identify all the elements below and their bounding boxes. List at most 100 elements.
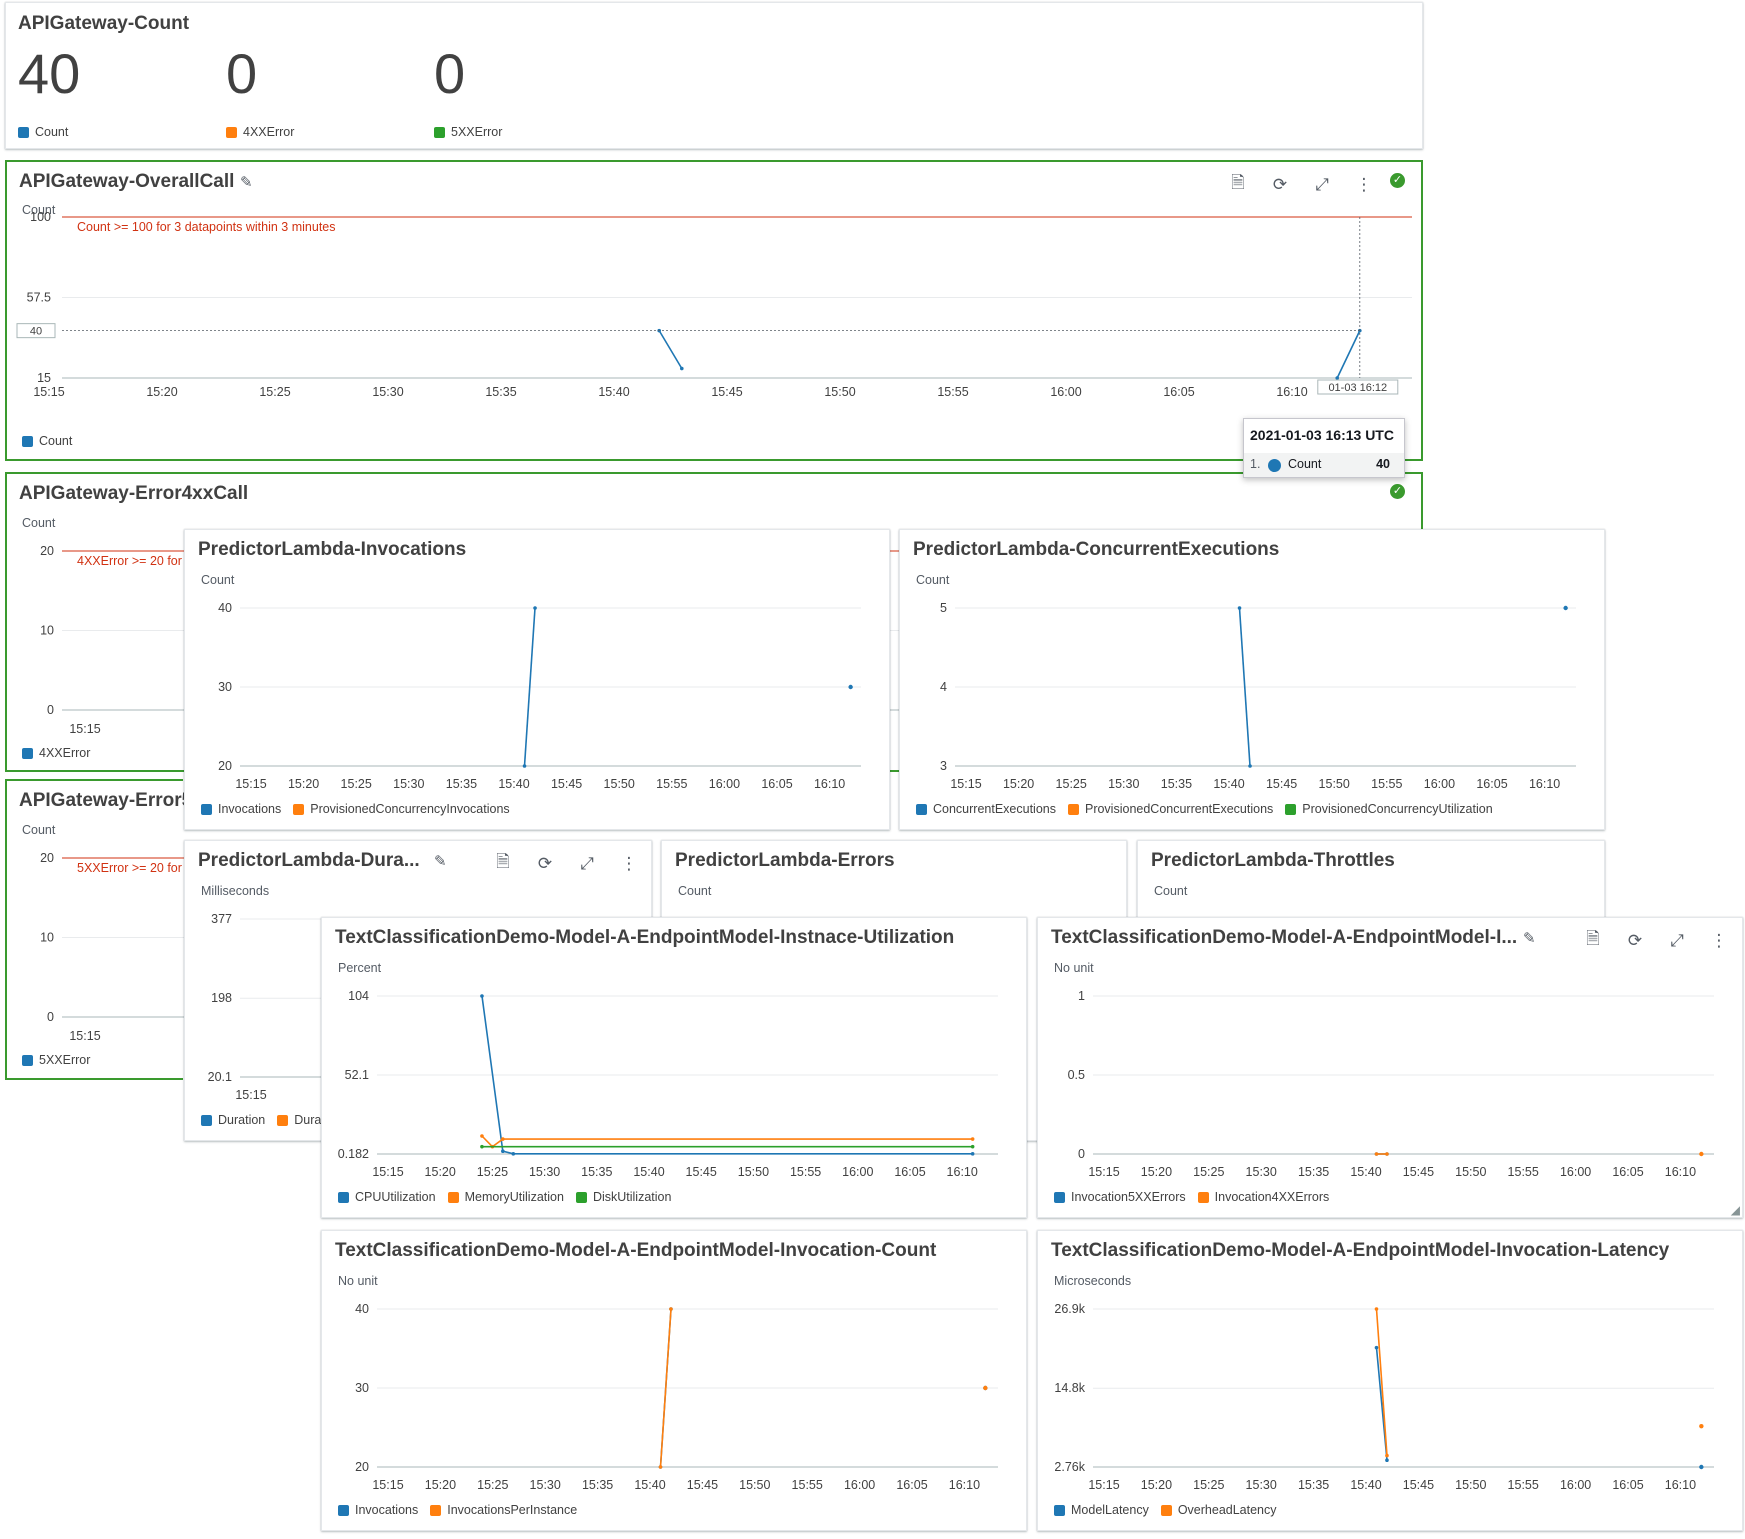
legend-item[interactable]: Dura <box>277 1113 321 1127</box>
legend-label: ModelLatency <box>1071 1503 1149 1517</box>
x-tick-label: 16:05 <box>761 777 792 791</box>
pencil-icon[interactable]: ✎ <box>1523 930 1536 947</box>
x-tick-label: 16:00 <box>709 777 740 791</box>
legend-item[interactable]: ProvisionedConcurrencyInvocations <box>293 802 510 816</box>
legend-item[interactable]: Duration <box>201 1113 265 1127</box>
overall-chart[interactable]: 15 57.5 100 15:15 15:20 15:25 15:30 15:35 15:40 1… <box>7 162 1425 463</box>
more-vertical-icon[interactable]: ⋮ <box>1710 930 1728 950</box>
legend-count[interactable]: Count <box>18 125 68 139</box>
series-line <box>1238 607 1251 767</box>
error4xx-legend[interactable]: 4XXError <box>22 746 90 760</box>
tooltip-time: 2021-01-03 16:13 UTC <box>1250 427 1394 443</box>
data-point <box>983 1385 988 1391</box>
legend-item[interactable]: Invocations <box>201 802 281 816</box>
invocation-latency-chart[interactable]: 2.76k 14.8k 26.9k 15:15 15:20 15:25 15:30 15:35… <box>1038 1231 1744 1532</box>
y-tick-label: 10 <box>40 624 54 638</box>
data-point <box>680 366 684 371</box>
x-tick-label: 15:50 <box>738 1165 769 1179</box>
legend-label: Invocation4XXErrors <box>1214 1190 1330 1204</box>
data-point <box>1374 1345 1379 1350</box>
invocation-errors-toolbar: 🗎 ⟳ ⤢ ⋮ <box>1584 926 1728 955</box>
legend-item[interactable]: Invocation5XXErrors <box>1054 1190 1186 1204</box>
refresh-icon[interactable]: ⟳ <box>537 853 553 873</box>
crosshair-x-box <box>1317 379 1399 395</box>
more-vertical-icon[interactable]: ⋮ <box>620 853 638 873</box>
more-vertical-icon[interactable]: ⋮ <box>1355 174 1373 194</box>
lambda-concurrent-title: PredictorLambda-ConcurrentExecutions <box>913 539 1280 560</box>
count-value: 40 <box>18 42 81 105</box>
legend-5xx[interactable]: 5XXError <box>434 125 502 139</box>
lambda-invocations-widget: PredictorLambda-Invocations Count 20 30 40… <box>184 529 890 830</box>
expand-icon[interactable]: ⤢ <box>1315 174 1329 194</box>
check-circle-icon: ✓ <box>1390 173 1405 188</box>
legend-item[interactable]: Invocation4XXErrors <box>1197 1190 1330 1204</box>
data-point <box>1374 1152 1379 1156</box>
x-tick-label: 16:00 <box>1560 1165 1591 1179</box>
invocation-latency-unit: Microseconds <box>1054 1274 1132 1288</box>
legend-label: Invocations <box>355 1503 419 1517</box>
expand-icon[interactable]: ⤢ <box>580 853 594 873</box>
x-tick-label: 15:30 <box>1108 777 1139 791</box>
instance-utilization-chart[interactable]: 0.182 52.1 104 15:15 15:20 15:25 15:30 15:35 15:… <box>322 918 1028 1219</box>
legend-item[interactable]: Invocations <box>338 1503 418 1517</box>
legend-label: Count <box>35 125 69 139</box>
x-tick-label: 15:25 <box>341 777 372 791</box>
legend-item[interactable]: ModelLatency <box>1054 1503 1149 1517</box>
x-tick-label: 15:15 <box>235 777 266 791</box>
x-tick-label: 15:15 <box>372 1165 403 1179</box>
expand-icon[interactable]: ⤢ <box>1670 930 1684 950</box>
y-tick-label: 104 <box>348 989 369 1003</box>
y-tick-label: 3 <box>940 759 947 773</box>
legend-item[interactable]: CPUUtilization <box>338 1190 436 1204</box>
x-tick-label: 15:50 <box>1455 1478 1486 1492</box>
data-point <box>480 994 484 998</box>
y-tick-label: 20 <box>40 851 54 865</box>
legend-item[interactable]: ProvisionedConcurrencyUtilization <box>1285 802 1493 816</box>
lambda-invocations-chart[interactable]: 20 30 40 15:15 15:20 15:25 15:30 15:35 15:40 15:4… <box>185 530 891 831</box>
legend-label: Duration <box>218 1113 266 1127</box>
pencil-icon[interactable]: ✎ <box>434 853 447 870</box>
legend-item[interactable]: ProvisionedConcurrentExecutions <box>1067 802 1274 816</box>
document-icon[interactable]: 🗎 <box>1231 173 1245 192</box>
lambda-throttles-title: PredictorLambda-Throttles <box>1151 850 1395 871</box>
legend-item[interactable]: MemoryUtilization <box>447 1190 564 1204</box>
legend-label: CPUUtilization <box>355 1190 436 1204</box>
resize-handle-icon[interactable]: ◢ <box>1730 1203 1740 1217</box>
error5xx-chart[interactable]: 0 10 20 15:15 5XXError >= 20 for 3 <box>7 781 192 1082</box>
pencil-icon[interactable]: ✎ <box>240 174 253 191</box>
legend-item[interactable]: DiskUtilization <box>575 1190 671 1204</box>
y-tick-label: 20 <box>40 544 54 558</box>
data-point <box>1563 605 1568 611</box>
crosshair-x-value: 01-03 16:12 <box>1328 382 1387 394</box>
document-icon[interactable]: 🗎 <box>1586 929 1600 948</box>
x-tick-label: 15:35 <box>1298 1478 1329 1492</box>
x-tick-label: 15:15 <box>69 1029 100 1043</box>
lambda-invocations-legend: Invocations ProvisionedConcurrencyInvoca… <box>201 802 522 816</box>
x-tick-label: 16:05 <box>1612 1165 1643 1179</box>
x-tick-label: 15:15 <box>372 1478 403 1492</box>
x-tick-label: 15:30 <box>1246 1165 1277 1179</box>
document-icon[interactable]: 🗎 <box>496 852 510 871</box>
legend-item[interactable]: OverheadLatency <box>1160 1503 1277 1517</box>
data-point <box>1237 606 1242 610</box>
legend-item[interactable]: ConcurrentExecutions <box>916 802 1056 816</box>
legend-label: ProvisionedConcurrentExecutions <box>1084 802 1274 816</box>
invocation-errors-chart[interactable]: 0 0.5 1 15:15 15:20 15:25 15:30 15:35 15:40 15:45… <box>1038 918 1744 1219</box>
x-tick-label: 15:55 <box>1508 1478 1539 1492</box>
x-tick-label: 15:30 <box>393 777 424 791</box>
overall-legend[interactable]: Count <box>22 434 72 448</box>
refresh-icon[interactable]: ⟳ <box>1272 174 1288 194</box>
5xx-value: 0 <box>434 42 466 105</box>
data-point <box>480 1144 484 1149</box>
x-tick-label: 15:45 <box>1266 777 1297 791</box>
lambda-concurrent-chart[interactable]: 3 4 5 15:15 15:20 15:25 15:30 15:35 15:40 15:45 15… <box>900 530 1606 831</box>
refresh-icon[interactable]: ⟳ <box>1627 930 1643 950</box>
legend-4xx[interactable]: 4XXError <box>226 125 294 139</box>
series-dot-icon <box>1268 459 1281 472</box>
error5xx-legend[interactable]: 5XXError <box>22 1053 90 1067</box>
lambda-concurrent-legend: ConcurrentExecutions ProvisionedConcurre… <box>916 802 1505 816</box>
legend-item[interactable]: InvocationsPerInstance <box>430 1503 577 1517</box>
invocation-count-chart[interactable]: 20 30 40 15:15 15:20 15:25 15:30 15:35 15:40 15:4… <box>322 1231 1028 1532</box>
data-point <box>1248 764 1252 768</box>
y-tick-label: 20 <box>355 1460 369 1474</box>
